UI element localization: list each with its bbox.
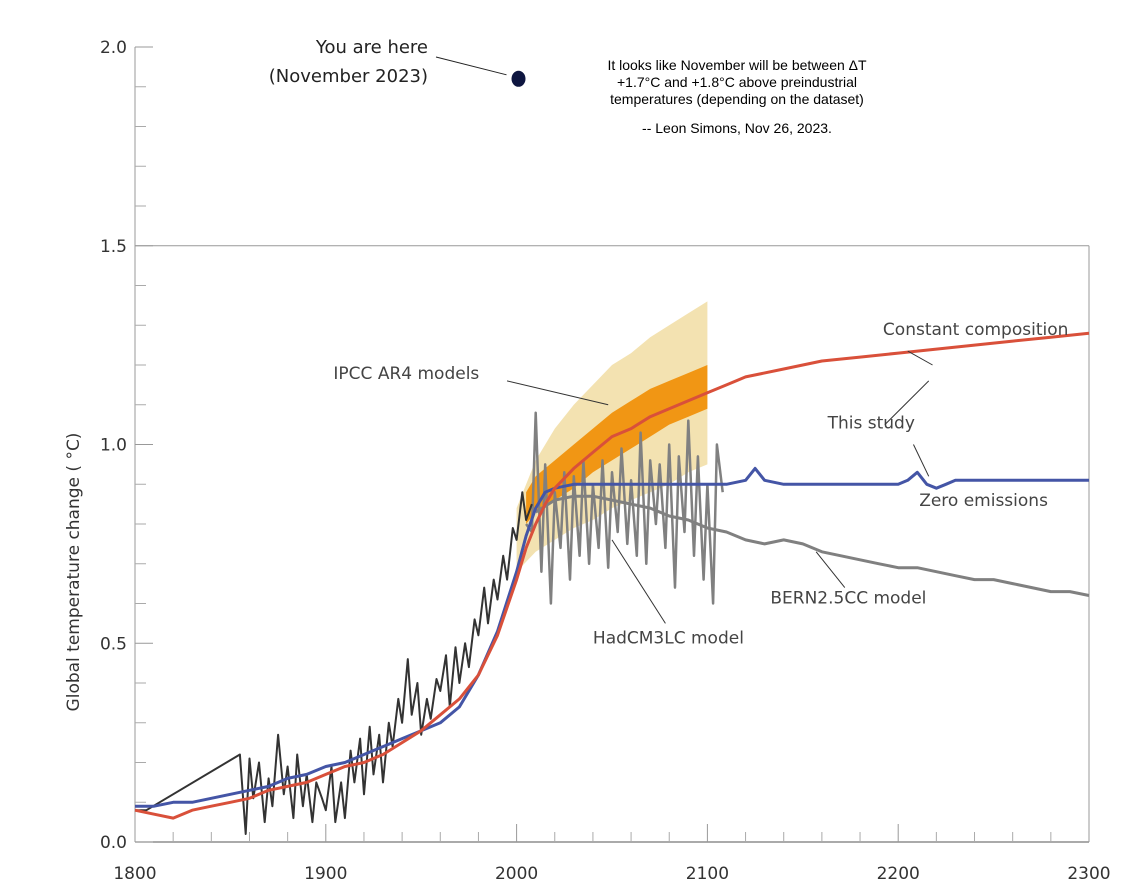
x-tick-label-2: 2000 [495,864,538,884]
y-axis-label: Global temperature change ( °C) [64,433,84,712]
x-tick-label-5: 2300 [1067,864,1110,884]
annotation-constant: Constant composition [883,320,1068,340]
you-are-here-point [511,70,526,87]
x-tick-label-1: 1900 [304,864,347,884]
y-tick-label-1: 0.5 [100,634,127,654]
series-line-3 [525,411,724,605]
you-are-here-date: (November 2023) [269,66,428,87]
quote-line-2: +1.7°C and +1.8°C above preindustrial [617,74,857,90]
quote-line-3: temperatures (depending on the dataset) [610,91,864,107]
leader-this_study [884,380,930,425]
annotation-hadcm: HadCM3LC model [593,628,744,648]
annotation-zero: Zero emissions [919,491,1048,511]
x-tick-label-0: 1800 [113,864,156,884]
callout-area: Global temperature change ( °C) You are … [64,37,867,711]
series-lines [134,331,1090,835]
leader-bern [815,551,846,588]
series-line-2 [534,494,1090,597]
leader-this_study_2 [913,444,930,477]
quote-attribution: -- Leon Simons, Nov 26, 2023. [642,120,832,136]
annotation-bern: BERN2.5CC model [770,589,926,609]
leader-ipcc [506,380,609,406]
y-tick-label-4: 2.0 [100,38,127,58]
x-tick-label-3: 2100 [686,864,729,884]
series-line-4 [135,491,533,835]
annotations: Constant composition This study Zero emiss… [333,320,1068,648]
you-are-here-label: You are here [315,37,428,58]
annotation-ipcc: IPCC AR4 models [333,364,479,384]
y-tick-label-2: 1.0 [100,436,127,456]
annotation-this_study: This study [827,414,915,434]
you-are-here-leader [435,56,507,76]
series-line-1 [135,466,1089,808]
leader-hadcm [611,539,666,624]
leader-constant [907,350,933,366]
quote-line-1: It looks like November will be between Δ… [607,57,867,73]
x-tick-label-4: 2200 [877,864,920,884]
series-line-0 [134,331,1090,820]
y-tick-label-3: 1.5 [100,237,127,257]
y-tick-label-0: 0.0 [100,833,127,853]
axes: 0.0 0.5 1.0 1.5 2.0 1800 1900 2000 2100 2200 2300 [100,38,1111,884]
